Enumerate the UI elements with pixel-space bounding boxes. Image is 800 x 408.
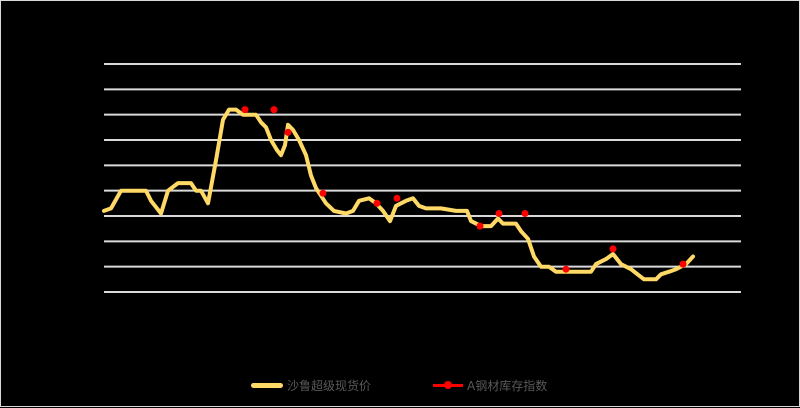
series-marker [284,128,292,136]
series-marker [609,245,617,253]
legend-marker-swatch-icon [433,380,464,389]
series-marker [270,106,278,114]
legend-line-swatch-icon [251,382,283,388]
series-marker [319,189,327,197]
legend-item-spot-price: 沙鲁超级现货价 [251,377,371,394]
series-marker [495,210,503,217]
legend-label: 沙鲁超级现货价 [287,378,372,393]
series-marker [679,260,687,268]
series-marker [476,222,484,230]
legend-label: A钢材库存指数 [467,378,548,393]
series-marker [373,199,381,207]
series-marker [393,194,401,202]
series-line [102,107,695,282]
series-marker [521,210,529,217]
series-marker [241,106,249,114]
series-marker [562,265,570,273]
legend: 沙鲁超级现货价 A钢材库存指数 [251,377,609,393]
legend-item-index: A钢材库存指数 [433,377,547,394]
